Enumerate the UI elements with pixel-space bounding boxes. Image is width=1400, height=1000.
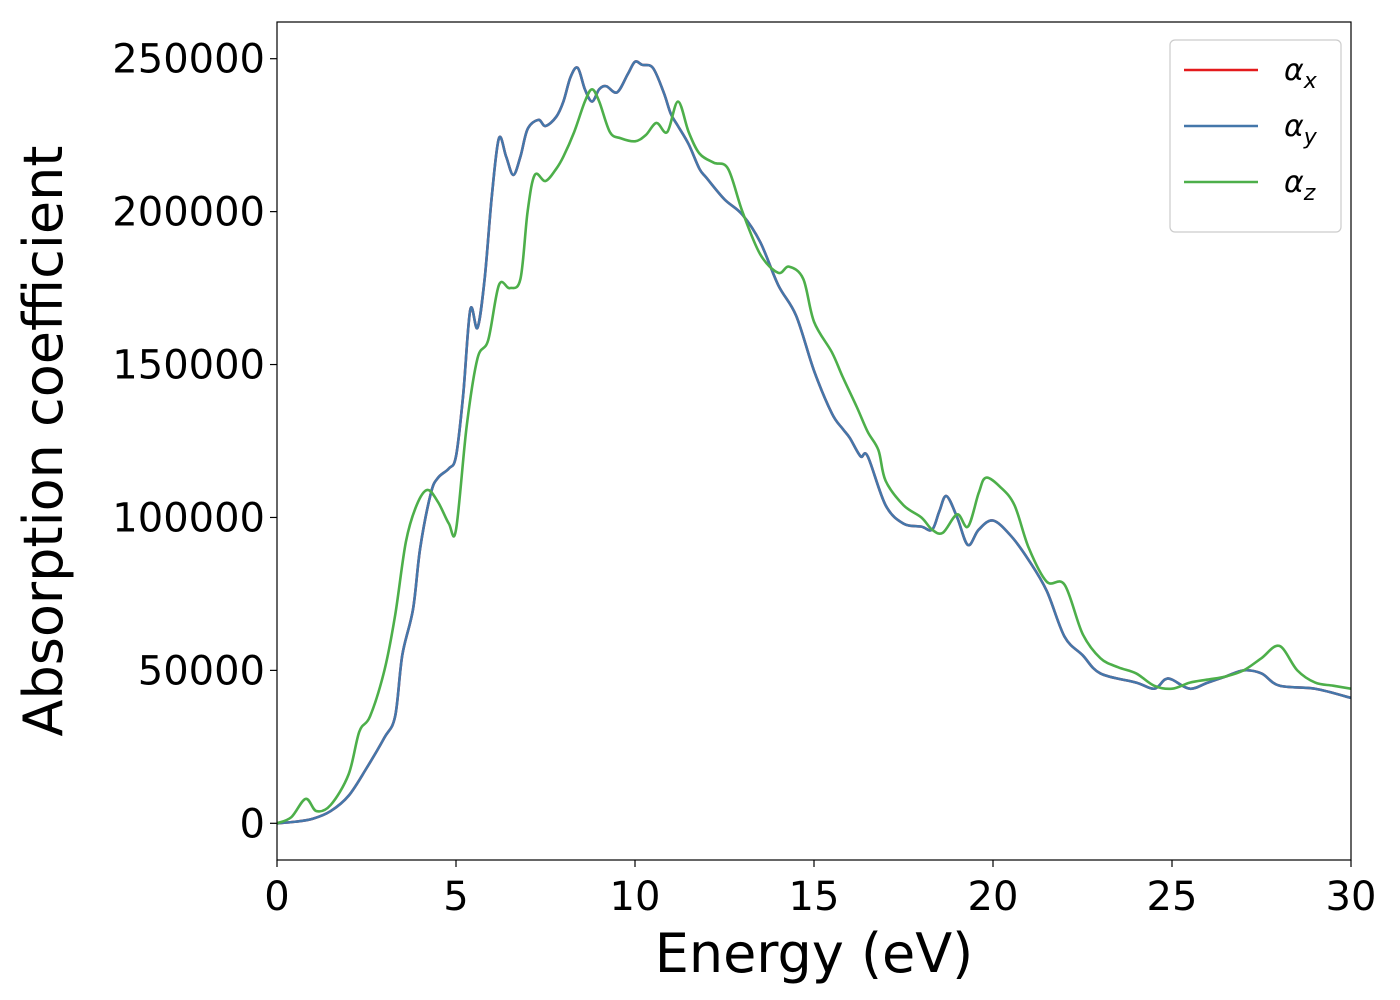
- x-tick-label: 0: [264, 874, 289, 920]
- legend-label-symbol: α: [1284, 109, 1304, 144]
- legend-label-symbol: α: [1284, 53, 1304, 88]
- series-line-alpha-z: [277, 87, 1351, 825]
- series-layer: [277, 60, 1351, 825]
- legend-label-alpha-x: αx: [1284, 53, 1318, 94]
- x-tick-label: 5: [443, 874, 468, 920]
- y-tick-label: 0: [240, 801, 265, 847]
- legend-label-subscript: z: [1303, 181, 1316, 206]
- legend-label-alpha-z: αz: [1284, 165, 1316, 206]
- y-axis-label: Absorption coefficient: [12, 146, 75, 737]
- y-tick-label: 50000: [138, 648, 265, 694]
- x-tick-label: 25: [1147, 874, 1198, 920]
- legend-box: [1169, 39, 1342, 233]
- x-tick-label: 20: [968, 874, 1019, 920]
- x-tick-label: 10: [610, 874, 661, 920]
- y-tick-label: 250000: [112, 37, 265, 83]
- x-tick-label: 15: [789, 874, 840, 920]
- x-tick-label: 30: [1326, 874, 1377, 920]
- legend-label-subscript: x: [1303, 69, 1318, 94]
- legend-label-subscript: y: [1303, 125, 1318, 150]
- series-line-alpha-y: [277, 60, 1351, 825]
- y-tick-label: 100000: [112, 495, 265, 541]
- legend-label-symbol: α: [1284, 165, 1304, 200]
- y-axis-ticks: 0 50000 100000 150000 200000 250000: [112, 37, 277, 847]
- y-tick-label: 150000: [112, 343, 265, 389]
- legend-label-alpha-y: αy: [1284, 109, 1318, 150]
- y-tick-label: 200000: [112, 190, 265, 236]
- x-axis-ticks: 0 5 10 15 20 25 30: [264, 860, 1376, 920]
- x-axis-label: Energy (eV): [655, 922, 974, 985]
